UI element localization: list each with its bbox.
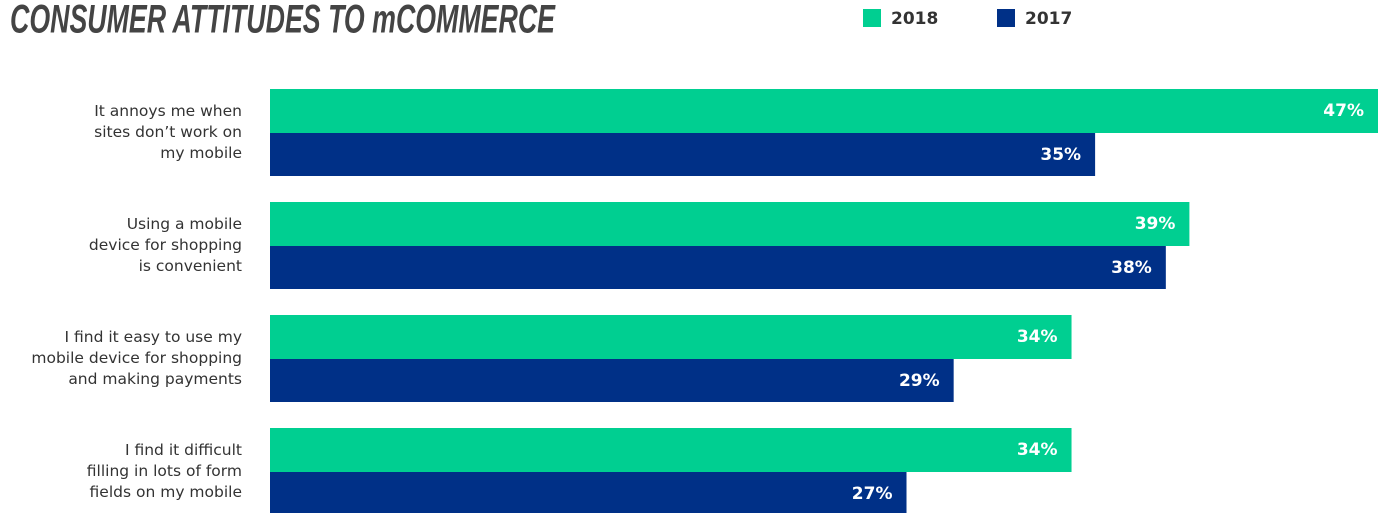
category-label: It annoys me when sites don’t work on my… <box>94 101 242 162</box>
legend-swatch <box>997 9 1015 27</box>
chart-title: CONSUMER ATTITUDES TO mCOMMERCE <box>10 0 556 42</box>
bar <box>270 202 1190 246</box>
bar <box>270 89 1378 133</box>
legend-label: 2018 <box>891 9 938 29</box>
value-label: 34% <box>1017 440 1058 460</box>
bar <box>270 133 1096 176</box>
category-label: I find it difficult filling in lots of f… <box>86 440 242 501</box>
value-label: 27% <box>852 484 893 504</box>
legend-swatch <box>863 9 881 27</box>
value-label: 38% <box>1111 258 1152 278</box>
bar <box>270 428 1072 472</box>
value-label: 35% <box>1040 145 1081 165</box>
value-label: 47% <box>1323 101 1364 121</box>
bar <box>270 315 1072 359</box>
value-label: 29% <box>899 371 940 391</box>
legend-label: 2017 <box>1025 9 1072 29</box>
value-label: 39% <box>1135 214 1176 234</box>
bar <box>270 246 1166 289</box>
bar <box>270 472 907 513</box>
category-label: Using a mobile device for shopping is co… <box>88 214 242 275</box>
value-label: 34% <box>1017 327 1058 347</box>
bar <box>270 359 954 402</box>
category-label: I find it easy to use my mobile device f… <box>31 327 242 388</box>
